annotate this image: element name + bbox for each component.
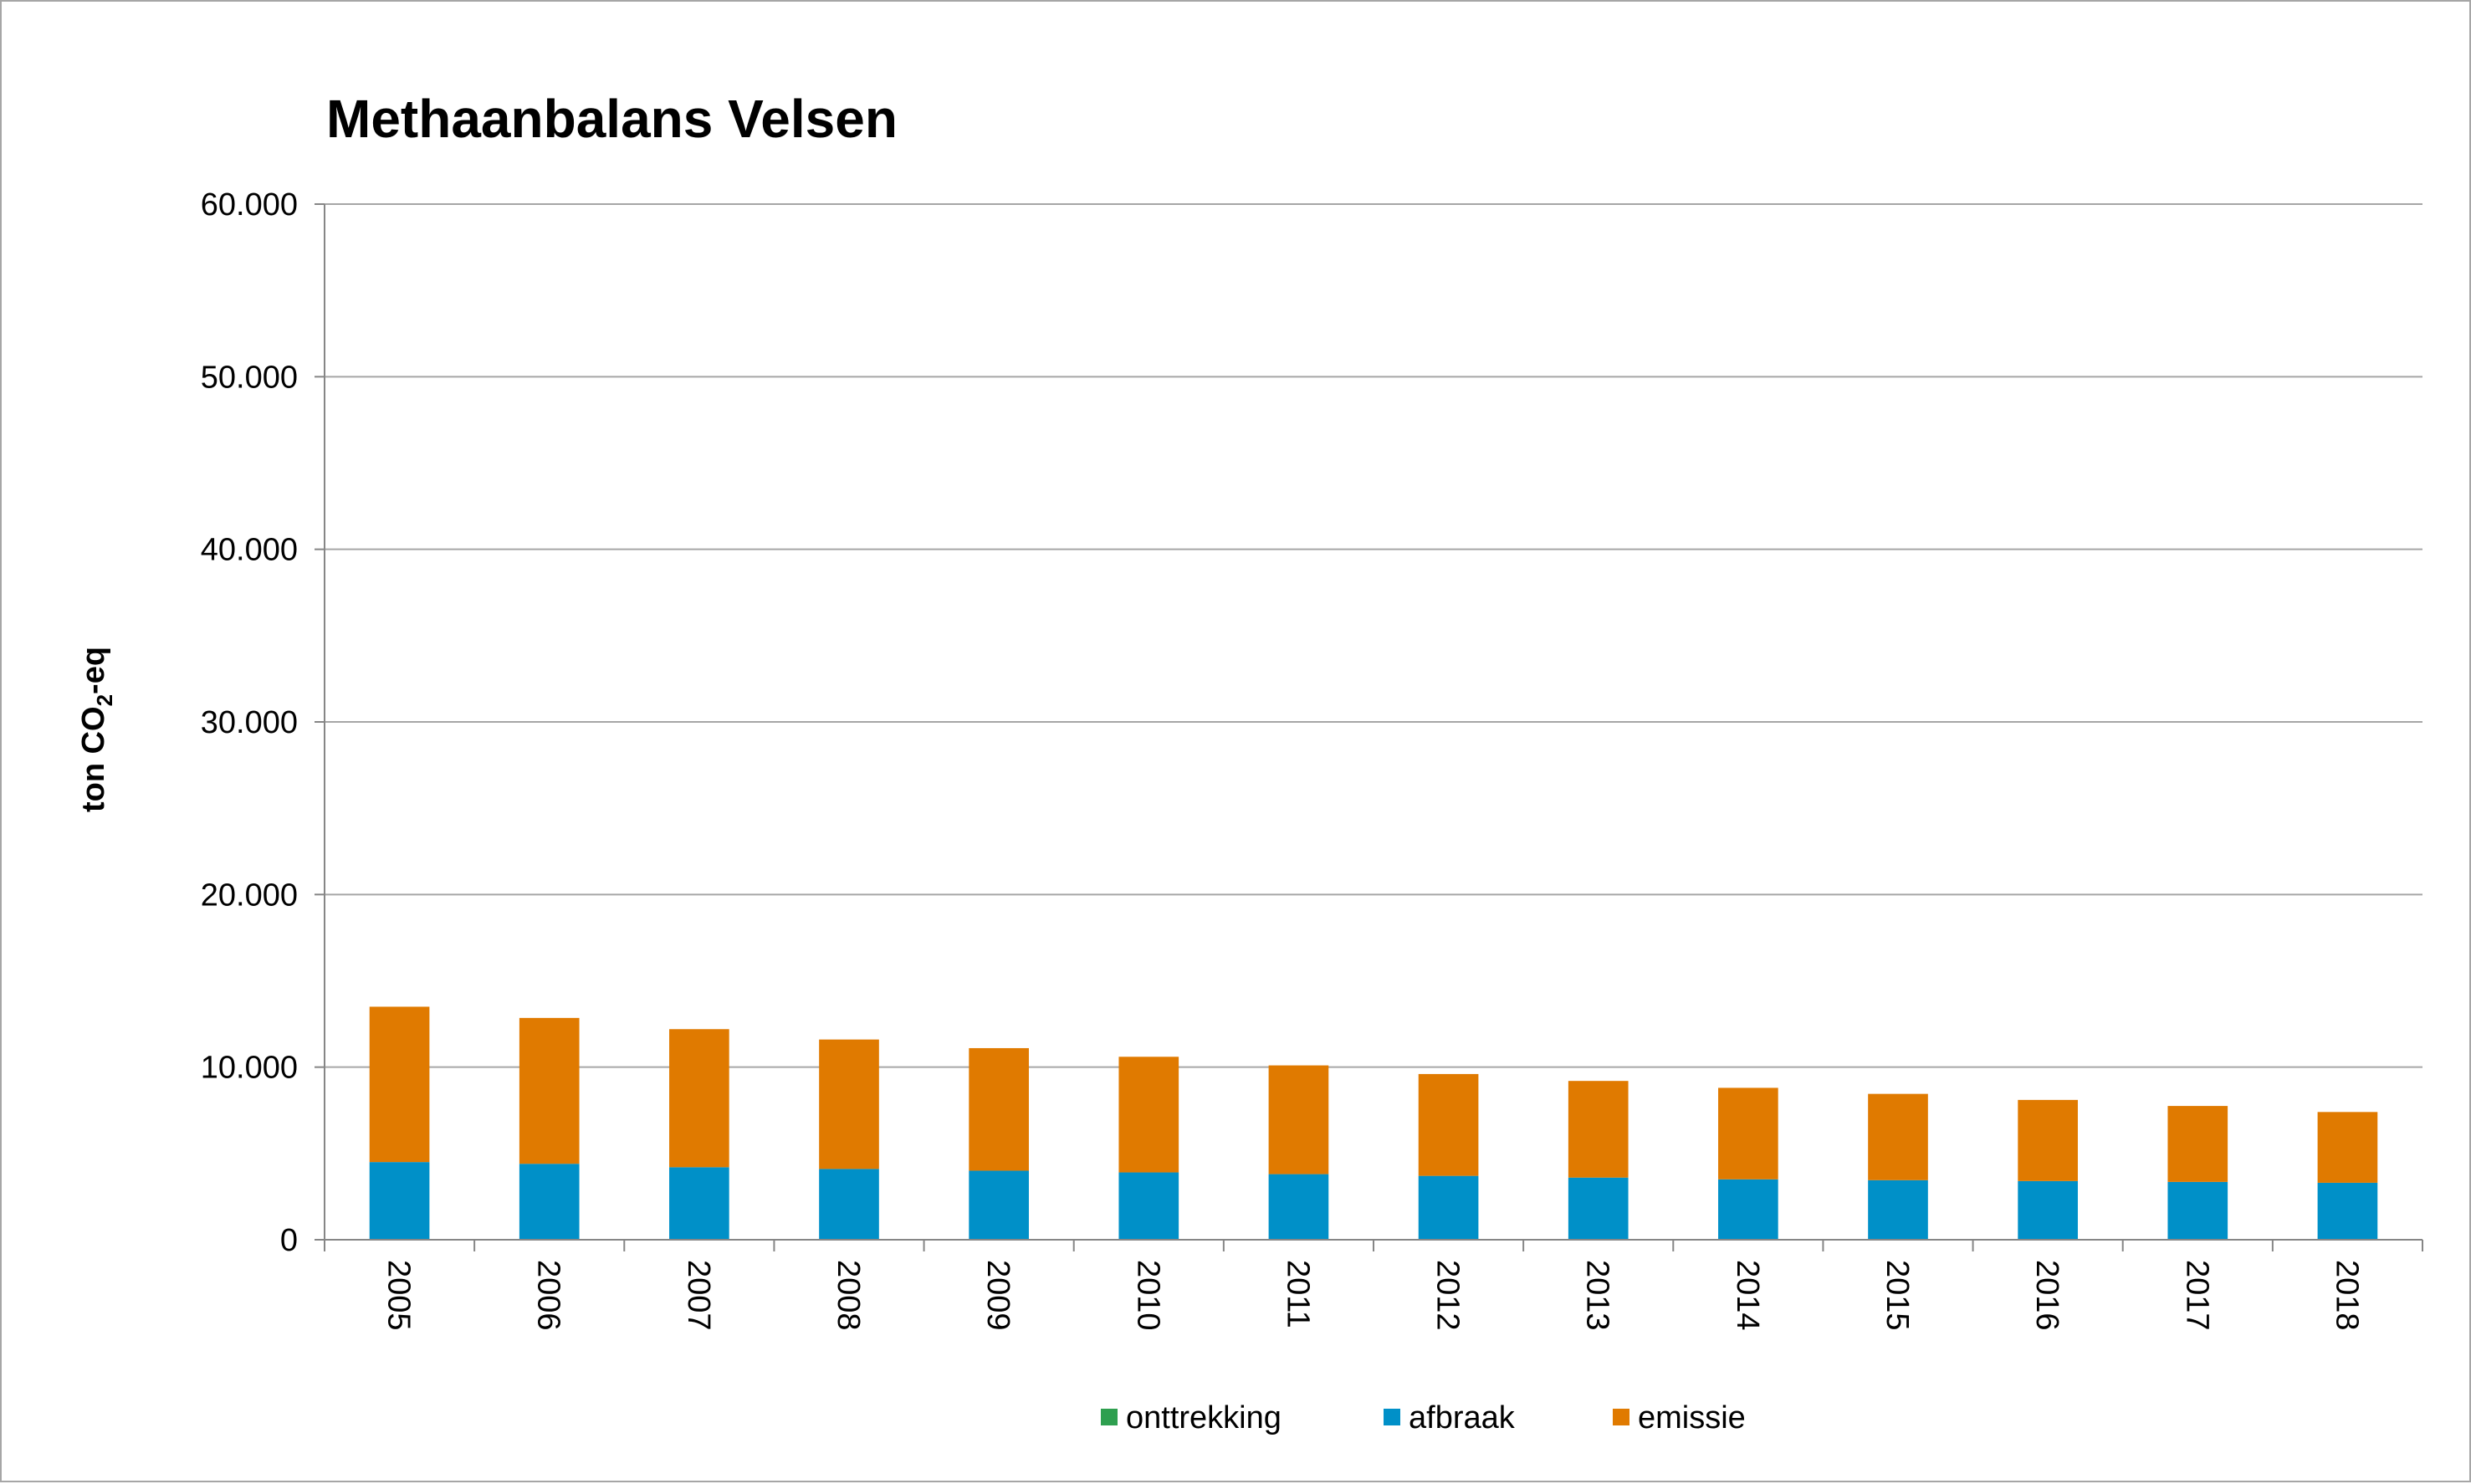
gridlines [315,203,2422,1241]
x-tick-label: 2005 [381,1260,417,1331]
x-tick-label: 2012 [1430,1260,1466,1331]
bar-afbraak-2014 [1718,1179,1778,1240]
bar-afbraak-2018 [2317,1182,2378,1240]
bar-afbraak-2015 [1868,1180,1928,1240]
bar-emissie-2009 [969,1047,1029,1171]
y-tick-label: 60.000 [201,187,298,223]
bar-emissie-2005 [369,1006,430,1163]
bar-afbraak-2008 [819,1169,879,1240]
bar-emissie-2014 [1718,1087,1778,1180]
bar-afbraak-2011 [1268,1174,1329,1240]
bar-afbraak-2012 [1418,1175,1479,1240]
bar-afbraak-2007 [669,1167,729,1240]
axes [324,204,2423,1251]
x-tick-label: 2016 [2029,1260,2064,1331]
bar-afbraak-2009 [969,1170,1029,1240]
x-tick-label: 2007 [681,1260,716,1331]
y-tick-labels: 0 10.000 20.000 30.000 40.000 50.000 60.000 [201,187,298,1258]
x-tick-label: 2008 [831,1260,866,1331]
bar-emissie-2006 [519,1017,580,1164]
bar-afbraak-2016 [2018,1180,2078,1240]
legend-swatch-afbraak [1384,1409,1400,1425]
bar-emissie-2018 [2317,1112,2378,1183]
y-tick-label: 40.000 [201,533,298,568]
bar-afbraak-2005 [369,1162,430,1240]
x-tick-label: 2009 [980,1260,1016,1331]
bar-emissie-2012 [1418,1073,1479,1176]
bar-emissie-2010 [1118,1057,1179,1173]
x-tick-label: 2013 [1580,1260,1615,1331]
y-tick-label: 20.000 [201,878,298,913]
y-tick-label: 30.000 [201,705,298,740]
bars [369,1006,2378,1240]
x-tick-label: 2014 [1730,1260,1765,1331]
legend-label-afbraak: afbraak [1409,1400,1516,1435]
legend-swatch-emissie [1613,1409,1629,1425]
bar-emissie-2017 [2167,1106,2228,1182]
x-tick-label: 2011 [1280,1260,1315,1328]
bar-afbraak-2006 [519,1164,580,1240]
bar-emissie-2008 [819,1039,879,1169]
bar-emissie-2016 [2018,1099,2078,1181]
legend: onttrekking afbraak emissie [1101,1400,1746,1435]
legend-label-emissie: emissie [1638,1400,1746,1435]
x-tick-label: 2018 [2329,1260,2364,1331]
legend-swatch-onttrekking [1101,1409,1118,1425]
bar-afbraak-2010 [1118,1172,1179,1240]
bar-emissie-2007 [669,1029,729,1168]
bar-emissie-2011 [1268,1065,1329,1174]
x-tick-label: 2017 [2179,1260,2214,1331]
bar-afbraak-2017 [2167,1181,2228,1240]
x-tick-labels: 2005 2006 2007 2008 2009 2010 2011 2012 2013 2014… [381,1260,2365,1331]
y-tick-label: 50.000 [201,360,298,395]
chart-title: Methaanbalans Velsen [326,89,898,149]
bar-emissie-2013 [1568,1081,1629,1178]
y-axis-label: ton CO2-eq [76,647,117,812]
y-tick-label: 0 [280,1223,298,1258]
x-tick-label: 2010 [1130,1260,1165,1331]
y-tick-label: 10.000 [201,1051,298,1086]
legend-label-onttrekking: onttrekking [1126,1400,1282,1435]
bar-emissie-2015 [1868,1093,1928,1180]
x-tick-label: 2006 [531,1260,566,1331]
bar-afbraak-2013 [1568,1177,1629,1240]
x-tick-label: 2015 [1880,1260,1915,1331]
